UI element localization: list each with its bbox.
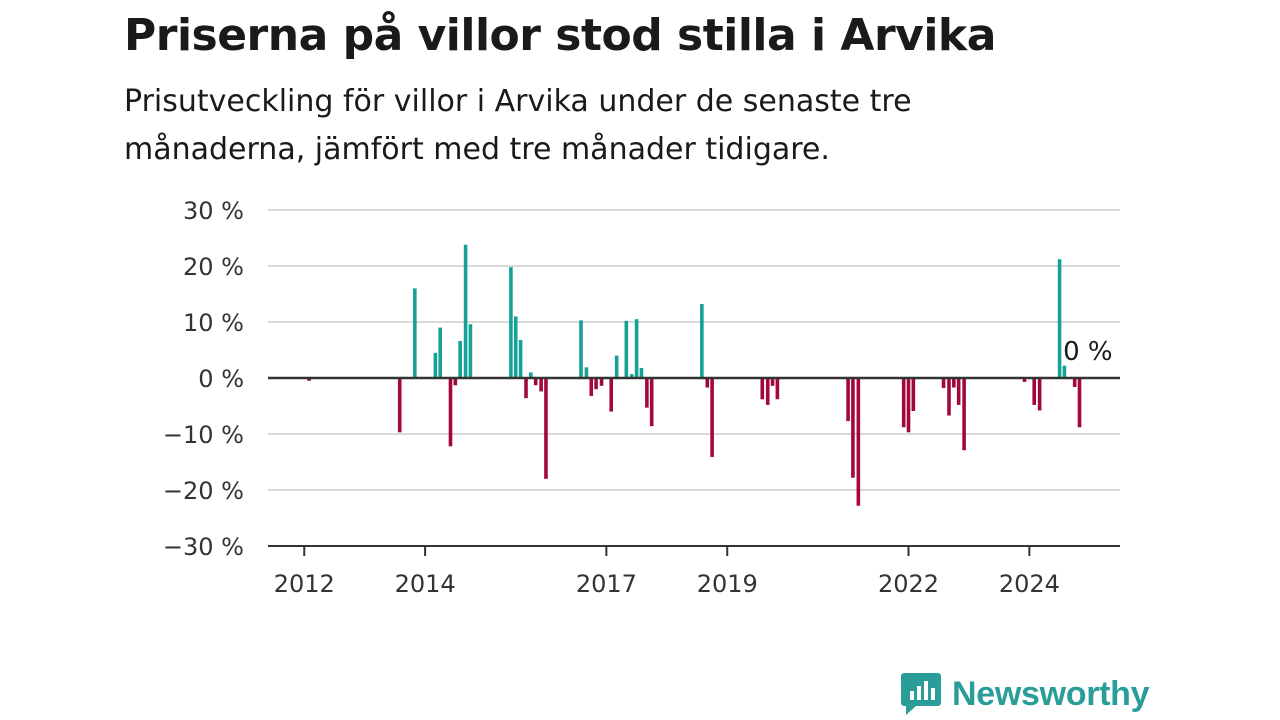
x-axis: 2012 2014 2017 2019 2022 2024 bbox=[268, 545, 1120, 598]
bar bbox=[846, 378, 850, 422]
bar bbox=[629, 374, 634, 378]
bar bbox=[614, 355, 619, 378]
bar bbox=[458, 341, 462, 378]
bar bbox=[705, 378, 710, 388]
bar bbox=[1032, 378, 1036, 405]
bar bbox=[463, 244, 468, 378]
bar bbox=[533, 378, 538, 386]
y-tick-label: −30 % bbox=[163, 533, 244, 561]
bar bbox=[710, 378, 714, 457]
y-tick-label: 0 % bbox=[198, 365, 244, 393]
bar bbox=[765, 378, 770, 405]
bar bbox=[1037, 378, 1042, 411]
bar bbox=[952, 378, 956, 388]
bar bbox=[1057, 259, 1062, 378]
bar bbox=[413, 288, 417, 378]
y-tick-label: −10 % bbox=[163, 421, 244, 449]
bar bbox=[509, 267, 513, 378]
bar bbox=[513, 316, 518, 378]
bar bbox=[589, 378, 594, 396]
bar bbox=[529, 372, 533, 378]
bar bbox=[1062, 365, 1067, 378]
x-tick-label: 2014 bbox=[395, 570, 456, 598]
bar bbox=[594, 378, 598, 390]
chart-subtitle: Prisutveckling för villor i Arvika under… bbox=[124, 84, 912, 167]
bar bbox=[649, 378, 654, 427]
bar bbox=[901, 378, 906, 428]
bar bbox=[700, 304, 704, 378]
bars bbox=[307, 244, 1082, 506]
bar bbox=[433, 352, 438, 378]
bar bbox=[851, 378, 855, 478]
bar bbox=[760, 378, 765, 400]
x-tick-label: 2022 bbox=[878, 570, 939, 598]
bar bbox=[609, 378, 614, 412]
bar bbox=[856, 378, 861, 506]
bar bbox=[579, 320, 583, 378]
bar bbox=[518, 339, 523, 378]
y-tick-label: 30 % bbox=[183, 197, 244, 225]
bar bbox=[624, 320, 629, 378]
bar bbox=[1072, 378, 1077, 387]
bar bbox=[307, 378, 311, 381]
bar bbox=[962, 378, 966, 451]
bar bbox=[544, 378, 548, 479]
y-tick-label: 20 % bbox=[183, 253, 244, 281]
x-tick-label: 2012 bbox=[274, 570, 335, 598]
bar bbox=[639, 367, 644, 378]
chart-title: Priserna på villor stod stilla i Arvika bbox=[124, 10, 996, 61]
bar bbox=[468, 324, 473, 378]
brand-name: Newsworthy bbox=[952, 674, 1150, 713]
x-tick-label: 2024 bbox=[999, 570, 1060, 598]
x-tick-label: 2019 bbox=[697, 570, 758, 598]
bar bbox=[448, 378, 453, 447]
bar bbox=[634, 319, 639, 378]
bar bbox=[941, 378, 946, 389]
x-tick-label: 2017 bbox=[576, 570, 637, 598]
bar bbox=[453, 378, 458, 386]
bar bbox=[906, 378, 911, 433]
bar bbox=[770, 378, 775, 386]
bar bbox=[645, 378, 649, 408]
bar bbox=[599, 378, 604, 386]
bar bbox=[397, 378, 402, 433]
newsworthy-logo-icon bbox=[901, 673, 941, 715]
grid-lines bbox=[268, 209, 1120, 491]
bar bbox=[956, 378, 961, 405]
brand-logo: Newsworthy bbox=[900, 670, 1150, 718]
bar bbox=[775, 378, 780, 400]
bar bbox=[947, 378, 951, 416]
bar bbox=[539, 378, 543, 392]
y-tick-label: 10 % bbox=[183, 309, 244, 337]
bar bbox=[1022, 378, 1027, 382]
bar bbox=[584, 367, 589, 378]
bar bbox=[524, 378, 528, 399]
y-tick-label: −20 % bbox=[163, 477, 244, 505]
y-axis-tick-labels: 30 % 20 % 10 % 0 % −10 % −20 % −30 % bbox=[163, 197, 244, 561]
bar bbox=[1077, 378, 1082, 428]
annotations: 0 % bbox=[1060, 334, 1116, 370]
annotation-label: 0 % bbox=[1063, 337, 1113, 367]
bar bbox=[438, 327, 443, 378]
bar bbox=[911, 378, 916, 412]
